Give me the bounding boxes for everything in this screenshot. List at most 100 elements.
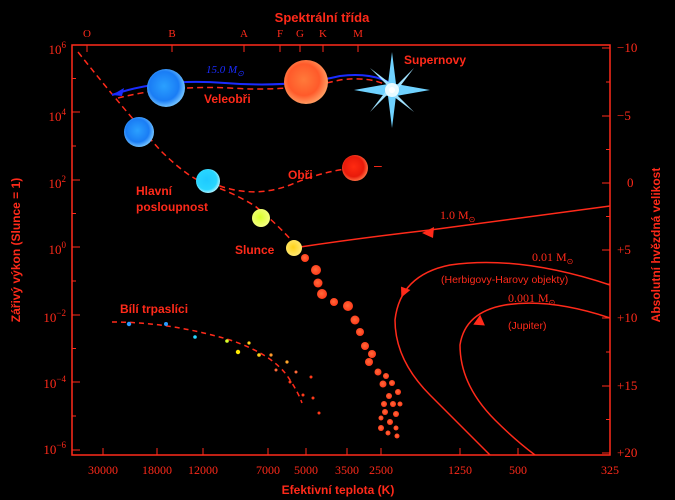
star-dot — [269, 353, 273, 357]
magnitude-tick-label: −5 — [617, 108, 631, 123]
spectral-class-label: B — [168, 28, 175, 40]
main-sequence-label-line1: Hlavní — [136, 184, 173, 198]
star-dot — [356, 328, 364, 336]
star-dot — [374, 368, 382, 376]
track-15-label: 15.0 M⊙ — [206, 64, 244, 78]
star-dot — [309, 375, 313, 379]
spectral-class-label: G — [296, 28, 304, 40]
star-dot — [330, 298, 338, 306]
temperature-tick-label: 325 — [601, 463, 619, 477]
star-dot — [301, 254, 309, 262]
star-dot — [317, 289, 327, 299]
star-dot — [164, 322, 168, 326]
spectral-class-label: F — [277, 28, 283, 40]
magnitude-tick-label: 0 — [627, 175, 634, 190]
star-dot — [301, 393, 305, 397]
track-0001-note: (Jupiter) — [508, 320, 547, 332]
supergiants-label: Veleobři — [204, 92, 251, 106]
star-dot — [389, 380, 395, 386]
giant-branch-curve — [209, 167, 353, 193]
star-dot — [274, 368, 278, 372]
temperature-tick-label: 3500 — [335, 463, 359, 477]
star-dot — [365, 358, 373, 366]
magnitude-tick-label: −10 — [617, 40, 637, 55]
star-dot — [385, 430, 391, 436]
star-dot — [395, 389, 401, 395]
star-dot — [126, 321, 132, 327]
star-dot — [361, 342, 369, 350]
temperature-tick-label: 18000 — [142, 463, 172, 477]
luminosity-tick-labels: 106 104 102 100 10−2 10−4 10−6 — [43, 40, 66, 457]
star-dot — [343, 301, 353, 311]
star-dot — [311, 265, 321, 275]
star-dot — [257, 353, 261, 357]
supergiant-blue-star — [147, 69, 185, 107]
track-1-label: 1.0 M⊙ — [440, 208, 475, 224]
sun-label: Slunce — [235, 243, 275, 257]
luminosity-tick-label: 102 — [49, 174, 67, 191]
star-dot — [382, 409, 388, 415]
magnitude-tick-label: +10 — [617, 310, 637, 325]
sun-star — [286, 240, 302, 256]
star-dot — [247, 341, 251, 345]
magnitude-tick-label: +5 — [617, 242, 631, 257]
star-dot — [285, 360, 289, 364]
magnitude-tick-labels: −10 −5 0 +5 +10 +15 +20 — [617, 40, 637, 460]
star-dot — [378, 415, 384, 421]
star-dot — [386, 393, 392, 399]
star-dot — [379, 380, 387, 388]
temperature-tick-label: 2500 — [369, 463, 393, 477]
star-dot — [313, 278, 323, 288]
axis-tick-marks — [72, 44, 611, 455]
lower-main-sequence-dots — [301, 254, 403, 439]
temperature-tick-label: 30000 — [88, 463, 118, 477]
spectral-class-labels: O B A F G K M — [83, 28, 363, 40]
giant-dash-mark: – — [374, 157, 382, 173]
main-sequence-blue-star — [124, 117, 154, 147]
star-dot — [383, 373, 389, 379]
giant-red-star — [342, 155, 368, 181]
magnitude-tick-label: +15 — [617, 378, 637, 393]
giants-label: Obři — [288, 168, 313, 182]
star-dot — [311, 396, 315, 400]
bottom-axis-title: Efektivní teplota (K) — [282, 483, 395, 497]
luminosity-tick-label: 10−6 — [43, 440, 66, 457]
track-0001-arrow-icon — [473, 314, 485, 326]
star-dot — [397, 401, 403, 407]
track-001-solar-mass — [394, 261, 611, 456]
star-dot — [235, 349, 241, 355]
star-dot — [378, 425, 384, 431]
white-dwarfs-label: Bílí trpaslíci — [120, 302, 188, 316]
white-dwarf-dots — [126, 321, 321, 415]
left-axis-title: Zářivý výkon (Slunce = 1) — [9, 178, 23, 322]
star-dot — [381, 401, 387, 407]
spectral-class-label: O — [83, 28, 91, 40]
temperature-tick-label: 5000 — [294, 463, 318, 477]
star-dot — [393, 425, 399, 431]
star-dot — [390, 401, 396, 407]
star-dot — [387, 419, 393, 425]
star-dot — [368, 350, 376, 358]
supernovae-label: Supernovy — [404, 53, 466, 67]
track-0001-solar-mass — [459, 302, 611, 456]
temperature-tick-label: 1250 — [448, 463, 472, 477]
right-axis-title: Absolutní hvězdná velikost — [649, 168, 663, 323]
spectral-class-label: M — [353, 28, 363, 40]
luminosity-tick-label: 10−2 — [43, 308, 66, 325]
star-dot — [317, 411, 321, 415]
white-dwarf-curve — [111, 321, 303, 404]
track-0001-label: 0.001 M⊙ — [508, 291, 555, 307]
supernova-burst-icon — [354, 52, 430, 128]
supergiant-red-star — [284, 60, 328, 104]
spectral-class-label: K — [319, 28, 327, 40]
star-dot — [393, 411, 399, 417]
star-dot — [394, 433, 400, 439]
luminosity-tick-label: 106 — [49, 40, 67, 57]
star-dot — [288, 380, 292, 384]
spectral-class-label: A — [240, 28, 248, 40]
star-dot — [225, 339, 229, 343]
temperature-tick-label: 500 — [509, 463, 527, 477]
track-001-label: 0.01 M⊙ — [532, 250, 573, 266]
main-sequence-yellow-green-star — [252, 209, 270, 227]
